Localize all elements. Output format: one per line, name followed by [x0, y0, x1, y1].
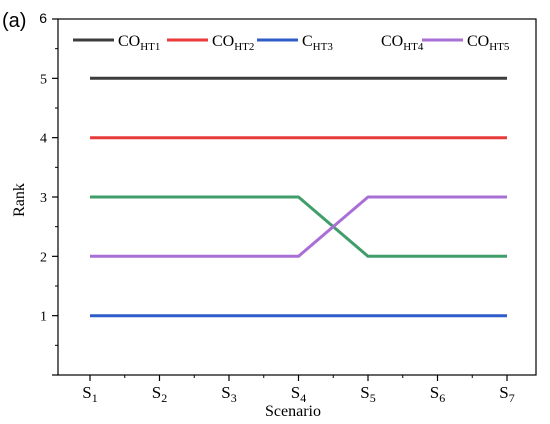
legend-entry: COHT4	[381, 33, 424, 53]
x-tick-label-subscript: 1	[92, 391, 98, 405]
legend-entry: CHT3	[302, 33, 333, 53]
y-tick-label-top: 6	[39, 10, 47, 26]
legend-entry: COHT5	[467, 33, 510, 53]
x-tick-label-subscript: 3	[231, 391, 237, 405]
x-tick-label: S2	[152, 383, 167, 405]
x-tick-label-base: S	[499, 383, 508, 402]
y-axis: 1 2 3 4 5 6	[39, 10, 58, 376]
legend: COHT1 COHT2 CHT3 COHT4 COHT5	[73, 33, 510, 53]
panel-label: (a)	[2, 10, 26, 32]
x-tick-label: S5	[360, 383, 375, 405]
y-tick-label: 1	[40, 310, 47, 325]
series-line-coht4	[90, 195, 507, 258]
x-axis-label: Scenario	[265, 403, 321, 420]
legend-entry: COHT2	[212, 33, 254, 53]
legend-entry-subscript: HT4	[403, 41, 424, 53]
legend-entry-base: CO	[381, 33, 403, 50]
x-tick-label-base: S	[291, 383, 300, 402]
legend-entry-subscript: HT5	[489, 41, 510, 53]
legend-entry-base: CO	[118, 33, 140, 50]
series-line-coht5	[90, 195, 507, 258]
x-tick-label-base: S	[430, 383, 439, 402]
x-tick-label: S4	[291, 383, 306, 405]
y-axis-label: Rank	[11, 183, 28, 217]
x-tick-label-subscript: 5	[370, 391, 376, 405]
y-tick-label: 3	[40, 191, 47, 206]
x-tick-label: S1	[82, 383, 97, 405]
y-tick-label: 5	[40, 72, 47, 87]
legend-entry: COHT1	[118, 33, 160, 53]
legend-entry-base: CO	[212, 33, 234, 50]
legend-entry-subscript: HT3	[313, 41, 334, 53]
y-tick-label: 2	[40, 250, 47, 265]
legend-entry-subscript: HT1	[140, 41, 160, 53]
series-lines	[90, 76, 507, 318]
y-tick-label: 4	[40, 132, 47, 147]
x-tick-label-base: S	[82, 383, 91, 402]
legend-entry-base: CO	[467, 33, 489, 50]
x-tick-label: S6	[430, 383, 445, 405]
x-tick-label: S7	[499, 383, 514, 405]
legend-entry-base: C	[302, 33, 313, 50]
legend-entry-subscript: HT2	[234, 41, 254, 53]
x-tick-label-subscript: 6	[439, 391, 445, 405]
x-tick-label-subscript: 2	[161, 391, 167, 405]
x-tick-label-base: S	[360, 383, 369, 402]
x-axis: S1 S2 S3 S4 S5 S6 S7	[82, 375, 515, 405]
x-tick-label-base: S	[152, 383, 161, 402]
x-tick-label-subscript: 4	[300, 391, 306, 405]
x-tick-label-base: S	[221, 383, 230, 402]
x-tick-label: S3	[221, 383, 236, 405]
x-tick-label-subscript: 7	[509, 391, 515, 405]
